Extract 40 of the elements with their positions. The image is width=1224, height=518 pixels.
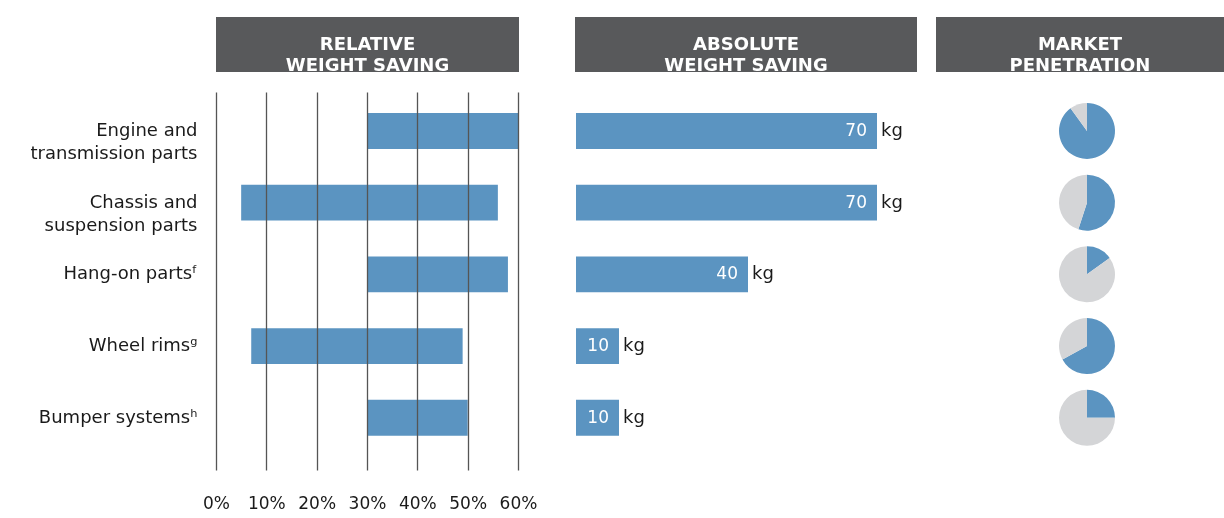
x-tick-label: 40%	[398, 492, 437, 513]
x-tick-label: 0%	[203, 492, 230, 513]
y-tick-label: Bumper systemsʰ	[38, 405, 198, 427]
pie-slice	[1059, 174, 1087, 230]
data-label: 10	[587, 335, 609, 356]
annotation: kg	[881, 190, 903, 212]
annotation: kg	[752, 262, 774, 284]
annotation: kg	[623, 405, 645, 427]
pie-slice	[1062, 318, 1115, 375]
bar	[251, 328, 463, 364]
x-tick-label: 30%	[348, 492, 387, 513]
x-tick-label: 50%	[449, 492, 488, 513]
x-tick-label: 10%	[247, 492, 286, 513]
y-tick-label: Chassis and suspension parts	[44, 190, 198, 235]
annotation: kg	[881, 118, 903, 140]
y-tick-label: Hang-on partsᶠ	[63, 262, 198, 284]
x-tick-label: 20%	[298, 492, 337, 513]
y-tick-label: Wheel rimsᵍ	[88, 334, 198, 356]
pie-slice	[1059, 102, 1115, 159]
chart-title: ABSOLUTE WEIGHT SAVING	[664, 32, 828, 75]
y-tick-label: Engine and transmission parts	[30, 118, 198, 163]
bar	[367, 113, 518, 149]
pie-slice	[1070, 102, 1087, 131]
pie-slice	[1059, 246, 1115, 303]
bar	[367, 399, 468, 436]
x-tick-label: 60%	[499, 492, 538, 513]
data-label: 70	[845, 191, 867, 212]
data-label: 40	[716, 263, 738, 284]
pie-slice	[1059, 318, 1087, 360]
pie-slice	[1059, 389, 1115, 446]
bar	[367, 256, 508, 293]
chart-title: RELATIVE WEIGHT SAVING	[285, 32, 450, 75]
data-label: 70	[845, 119, 867, 140]
chart-title: MARKET PENETRATION	[1009, 32, 1151, 75]
pie-slice	[1078, 174, 1115, 231]
pie-slice	[1087, 246, 1110, 275]
bar	[241, 184, 498, 221]
annotation: kg	[623, 334, 645, 356]
data-label: 10	[587, 406, 609, 427]
pie-slice	[1087, 389, 1115, 418]
